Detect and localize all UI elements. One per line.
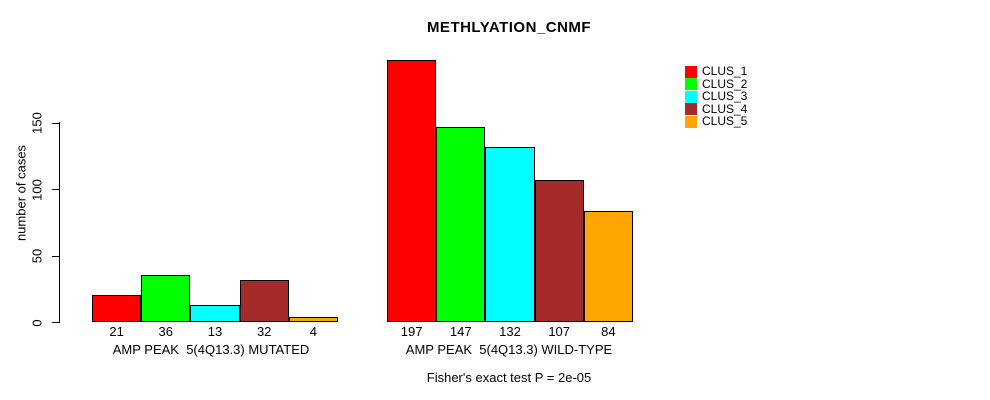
- bar-value-clus_3-group1: 132: [499, 324, 521, 339]
- bar-clus_5-group0: [288, 317, 338, 323]
- bar-clus_3-group0: [190, 305, 240, 323]
- chart-title: METHLYATION_CNMF: [426, 19, 592, 36]
- bar-clus_1-group1: [387, 60, 437, 323]
- bar-value-clus_5-group1: 84: [601, 324, 616, 339]
- y-axis-line: [59, 122, 60, 323]
- bar-value-clus_1-group0: 21: [109, 324, 124, 339]
- bar-clus_2-group0: [141, 274, 191, 323]
- y-tick-mark-0: [52, 322, 59, 323]
- legend-label-clus_5: CLUS_5: [702, 114, 748, 129]
- legend-swatch-clus_5: [685, 115, 697, 128]
- bar-clus_5-group1: [583, 210, 633, 323]
- bar-value-clus_2-group1: 147: [449, 324, 472, 339]
- bar-clus_4-group1: [534, 180, 584, 323]
- legend-row-clus_1: CLUS_1: [685, 65, 747, 78]
- y-tick-label-50: 50: [29, 248, 45, 264]
- bar-value-clus_1-group1: 197: [400, 324, 423, 339]
- y-tick-mark-50: [52, 255, 59, 257]
- y-axis-label: number of cases: [13, 144, 29, 242]
- legend-row-clus_3: CLUS_3: [685, 90, 747, 103]
- bar-value-clus_3-group0: 13: [207, 324, 223, 339]
- bar-value-clus_2-group0: 36: [158, 324, 174, 339]
- legend-swatch-clus_2: [685, 78, 697, 91]
- bar-clus_4-group0: [239, 279, 289, 323]
- y-tick-label-150: 150: [29, 112, 45, 134]
- legend-swatch-clus_1: [685, 65, 697, 78]
- bar-value-clus_4-group1: 107: [548, 324, 571, 339]
- bar-value-clus_4-group0: 32: [256, 324, 272, 339]
- legend-label-clus_4: CLUS_4: [702, 101, 748, 116]
- legend-row-clus_2: CLUS_2: [685, 76, 748, 91]
- x-group-label-wild-type: AMP PEAK 5(4Q13.3) WILD-TYPE: [405, 342, 613, 357]
- legend-label-clus_3: CLUS_3: [702, 89, 748, 104]
- legend-row-clus_4: CLUS_4: [685, 101, 748, 116]
- y-tick-mark-100: [52, 189, 59, 190]
- legend-label-clus_2: CLUS_2: [702, 76, 748, 91]
- y-tick-mark-150: [52, 122, 59, 124]
- fisher-test-annotation: Fisher's exact test P = 2e-05: [426, 370, 592, 385]
- bar-value-clus_5-group0: 4: [309, 324, 317, 339]
- legend-swatch-clus_3: [685, 90, 697, 103]
- y-tick-label-0: 0: [29, 318, 45, 327]
- legend-row-clus_5: CLUS_5: [685, 115, 747, 128]
- bar-clus_2-group1: [436, 126, 486, 323]
- bar-clus_1-group0: [92, 294, 142, 323]
- legend-swatch-clus_4: [685, 103, 697, 116]
- y-tick-label-100: 100: [29, 178, 45, 201]
- bar-clus_3-group1: [485, 146, 535, 323]
- x-group-label-mutated: AMP PEAK 5(4Q13.3) MUTATED: [112, 342, 310, 357]
- legend-label-clus_1: CLUS_1: [702, 64, 748, 78]
